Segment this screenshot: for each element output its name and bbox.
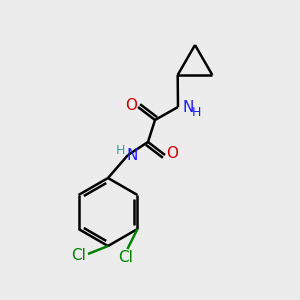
Text: H: H (116, 145, 125, 158)
Text: O: O (166, 146, 178, 160)
Text: Cl: Cl (118, 250, 133, 265)
Text: H: H (192, 106, 201, 118)
Text: O: O (125, 98, 137, 112)
Text: N: N (182, 100, 194, 115)
Text: Cl: Cl (72, 248, 86, 263)
Text: N: N (126, 148, 137, 164)
